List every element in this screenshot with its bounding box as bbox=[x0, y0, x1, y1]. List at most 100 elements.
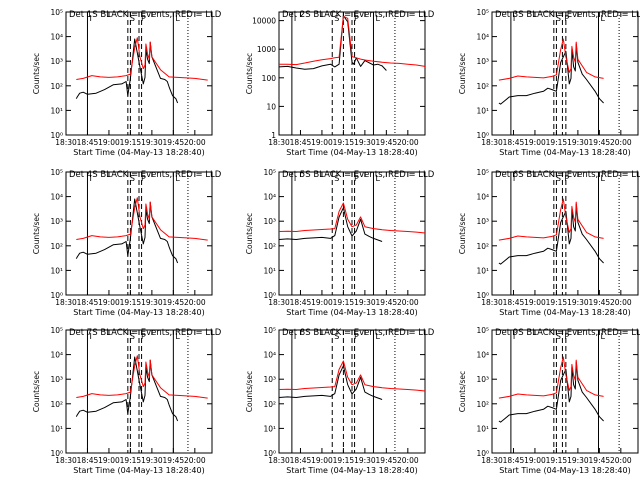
series-line-events bbox=[278, 365, 383, 400]
y-tick-label: 10² bbox=[476, 400, 489, 409]
x-tick-label: 19:15 bbox=[120, 298, 142, 307]
x-tick-label: 18:30 bbox=[55, 298, 77, 307]
x-tick-label: 19:45 bbox=[376, 298, 398, 307]
x-tick-label: 19:15 bbox=[546, 138, 568, 147]
marker-letter-s: S bbox=[556, 174, 561, 183]
y-tick-label: 10⁵ bbox=[263, 168, 276, 177]
marker-letter-s: S bbox=[556, 14, 561, 23]
series-line-events bbox=[498, 43, 604, 105]
marker-letter-p: P bbox=[354, 174, 359, 183]
panel-title: Det 1S BLACK = Events, RED = LLD bbox=[69, 10, 222, 20]
y-tick-label: 10⁵ bbox=[476, 8, 489, 17]
x-axis-label: Start Time (04-May-13 18:28:40) bbox=[499, 466, 630, 475]
series-line-events bbox=[278, 207, 383, 242]
x-tick-label: 19:15 bbox=[120, 456, 142, 465]
series-line-events bbox=[278, 15, 387, 71]
y-tick-label: 10¹ bbox=[476, 106, 489, 115]
y-tick-label: 10⁴ bbox=[476, 33, 489, 42]
marker-letter-p: P bbox=[564, 174, 569, 183]
panel-det-9: Det 9S BLACK = Events, RED = LLD 18:30 18:… bbox=[458, 326, 640, 475]
x-tick-label: 19:45 bbox=[589, 298, 611, 307]
series-line-lld bbox=[76, 37, 208, 81]
y-tick-label: 10³ bbox=[476, 375, 489, 384]
y-tick-label: 10⁰ bbox=[263, 291, 276, 300]
x-axis-label: Start Time (04-May-13 18:28:40) bbox=[286, 148, 417, 157]
x-tick-label: 20:00 bbox=[610, 456, 632, 465]
y-tick-label: 10⁵ bbox=[50, 326, 63, 335]
x-tick-label: 19:30 bbox=[567, 298, 589, 307]
series-line-lld bbox=[498, 198, 604, 241]
marker-letter-end: L bbox=[375, 174, 380, 183]
x-tick-label: 19:30 bbox=[354, 298, 376, 307]
y-tick-label: 10⁵ bbox=[50, 168, 63, 177]
x-tick-label: 18:45 bbox=[290, 456, 312, 465]
x-tick-label: 19:00 bbox=[311, 298, 333, 307]
marker-letter-start: I bbox=[89, 174, 91, 183]
y-axis-label: Counts/sec bbox=[458, 53, 467, 94]
x-tick-label: 18:45 bbox=[290, 298, 312, 307]
x-tick-label: 20:00 bbox=[397, 456, 419, 465]
x-tick-label: 18:30 bbox=[481, 456, 503, 465]
x-tick-label: 19:45 bbox=[376, 138, 398, 147]
y-tick-label: 10⁴ bbox=[263, 193, 276, 202]
y-axis-label: Counts/sec bbox=[458, 371, 467, 412]
marker-letter-end: L bbox=[175, 14, 180, 23]
y-tick-label: 10⁴ bbox=[476, 193, 489, 202]
y-tick-label: 10⁵ bbox=[476, 168, 489, 177]
x-tick-label: 19:00 bbox=[311, 456, 333, 465]
x-tick-label: 19:30 bbox=[354, 138, 376, 147]
y-axis-label: Counts/sec bbox=[458, 213, 467, 254]
x-axis-label: Start Time (04-May-13 18:28:40) bbox=[73, 308, 204, 317]
y-tick-label: 10¹ bbox=[50, 106, 63, 115]
x-tick-label: 20:00 bbox=[610, 298, 632, 307]
panel-det-8: Det 8S BLACK = Events, RED = LLD 18:30 18:… bbox=[245, 326, 435, 475]
y-tick-label: 10⁰ bbox=[50, 291, 63, 300]
series-line-lld bbox=[76, 197, 208, 241]
y-tick-label: 10¹ bbox=[50, 266, 63, 275]
panel-title: Det 9S BLACK = Events, RED = LLD bbox=[495, 328, 640, 338]
plot-frame bbox=[491, 171, 639, 296]
x-tick-label: 20:00 bbox=[397, 138, 419, 147]
x-tick-label: 18:45 bbox=[503, 456, 525, 465]
panel-det-4: Det 4S BLACK = Events, RED = LLD 18:30 18:… bbox=[32, 168, 222, 317]
y-tick-label: 10³ bbox=[476, 217, 489, 226]
x-tick-label: 19:00 bbox=[311, 138, 333, 147]
y-tick-label: 10² bbox=[476, 82, 489, 91]
y-tick-label: 10³ bbox=[263, 375, 276, 384]
x-tick-label: 19:45 bbox=[163, 138, 185, 147]
y-tick-label: 10³ bbox=[50, 57, 63, 66]
y-tick-label: 10¹ bbox=[263, 424, 276, 433]
series-line-events bbox=[75, 356, 179, 422]
x-tick-label: 19:45 bbox=[163, 456, 185, 465]
series-line-lld bbox=[278, 360, 426, 392]
x-tick-label: 18:45 bbox=[503, 138, 525, 147]
marker-letter-p: P bbox=[564, 332, 569, 341]
series-line-lld bbox=[498, 356, 604, 399]
x-tick-label: 18:30 bbox=[481, 138, 503, 147]
x-axis-label: Start Time (04-May-13 18:28:40) bbox=[73, 148, 204, 157]
x-tick-label: 20:00 bbox=[184, 298, 206, 307]
x-tick-label: 19:00 bbox=[524, 138, 546, 147]
y-tick-label: 10⁴ bbox=[50, 193, 63, 202]
marker-letter-start: I bbox=[89, 332, 91, 341]
y-tick-label: 10³ bbox=[50, 375, 63, 384]
y-tick-label: 10³ bbox=[263, 217, 276, 226]
marker-letter-p: P bbox=[141, 332, 146, 341]
y-tick-label: 10² bbox=[50, 82, 63, 91]
x-tick-label: 18:30 bbox=[268, 456, 290, 465]
y-tick-label: 10⁰ bbox=[50, 131, 63, 140]
marker-letter-s: S bbox=[130, 332, 135, 341]
y-tick-label: 10³ bbox=[50, 217, 63, 226]
y-axis-label: Counts/sec bbox=[245, 371, 254, 412]
panel-det-6: Det 6S BLACK = Events, RED = LLD 18:30 18:… bbox=[458, 168, 640, 317]
y-tick-label: 10¹ bbox=[50, 424, 63, 433]
y-tick-label: 10² bbox=[263, 400, 276, 409]
x-tick-label: 20:00 bbox=[184, 456, 206, 465]
y-tick-label: 10⁵ bbox=[50, 8, 63, 17]
y-tick-label: 1 bbox=[271, 131, 276, 140]
x-tick-label: 19:15 bbox=[546, 456, 568, 465]
x-tick-label: 19:30 bbox=[567, 456, 589, 465]
x-tick-label: 18:45 bbox=[290, 138, 312, 147]
y-tick-label: 10³ bbox=[476, 57, 489, 66]
